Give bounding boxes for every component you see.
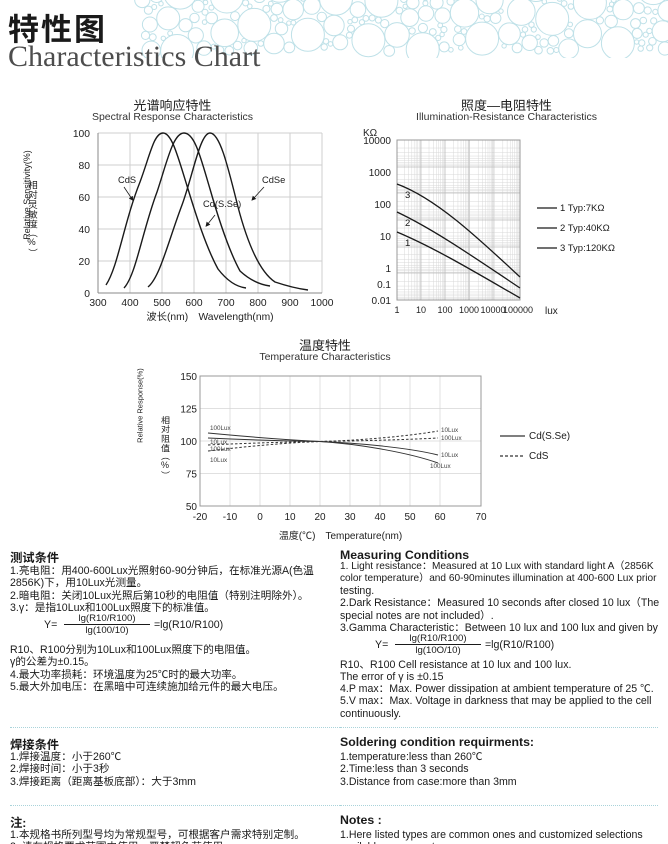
svg-text:Cd(S.Se): Cd(S.Se) (203, 199, 241, 209)
svg-text:CdS: CdS (118, 175, 136, 185)
svg-text:10: 10 (284, 512, 296, 523)
svg-text:Cd(S.Se): Cd(S.Se) (529, 431, 570, 442)
svg-text:70: 70 (475, 512, 487, 523)
svg-text:100: 100 (374, 200, 391, 211)
svg-text:60: 60 (434, 512, 446, 523)
svg-text:100: 100 (437, 305, 452, 315)
svg-text:40: 40 (374, 512, 386, 523)
svg-text:100Lux: 100Lux (210, 446, 232, 453)
svg-text:2: 2 (405, 218, 410, 229)
svg-text:20: 20 (314, 512, 326, 523)
svg-text:3 Typ:120KΩ: 3 Typ:120KΩ (560, 243, 615, 254)
svg-text:1 Typ:7KΩ: 1 Typ:7KΩ (560, 203, 604, 214)
svg-text:100Lux: 100Lux (441, 435, 463, 442)
svg-text:100: 100 (73, 129, 90, 140)
svg-text:100: 100 (180, 437, 197, 448)
svg-text:20: 20 (79, 257, 91, 268)
svg-text:10Lux: 10Lux (210, 439, 228, 446)
svg-text:10Lux: 10Lux (441, 452, 459, 459)
svg-text:0.1: 0.1 (377, 280, 391, 291)
svg-text:40: 40 (79, 225, 91, 236)
svg-text:150: 150 (180, 372, 197, 383)
svg-text:10Lux: 10Lux (441, 427, 459, 434)
svg-text:50: 50 (404, 512, 416, 523)
svg-text:1000: 1000 (459, 305, 479, 315)
svg-text:0.01: 0.01 (372, 296, 392, 307)
svg-text:-20: -20 (193, 512, 208, 523)
svg-text:100Lux: 100Lux (210, 425, 232, 432)
svg-text:1000: 1000 (369, 168, 392, 179)
svg-text:1: 1 (385, 264, 391, 275)
svg-text:CdSe: CdSe (262, 175, 285, 185)
svg-text:60: 60 (79, 193, 91, 204)
svg-text:lux: lux (545, 306, 558, 317)
svg-text:10: 10 (416, 305, 426, 315)
svg-text:100Lux: 100Lux (430, 463, 452, 470)
svg-text:75: 75 (186, 470, 198, 481)
svg-text:100000: 100000 (503, 305, 533, 315)
svg-text:10000: 10000 (363, 136, 391, 147)
svg-text:CdS: CdS (529, 451, 549, 462)
svg-text:80: 80 (79, 161, 91, 172)
svg-text:-10: -10 (223, 512, 238, 523)
svg-text:10000: 10000 (480, 305, 505, 315)
svg-text:1: 1 (405, 238, 410, 249)
svg-text:0: 0 (257, 512, 263, 523)
svg-text:125: 125 (180, 405, 197, 416)
svg-text:1: 1 (394, 305, 399, 315)
svg-text:10: 10 (380, 232, 392, 243)
svg-text:30: 30 (344, 512, 356, 523)
svg-text:2 Typ:40KΩ: 2 Typ:40KΩ (560, 223, 610, 234)
svg-text:3: 3 (405, 190, 410, 201)
svg-text:10Lux: 10Lux (210, 457, 228, 464)
